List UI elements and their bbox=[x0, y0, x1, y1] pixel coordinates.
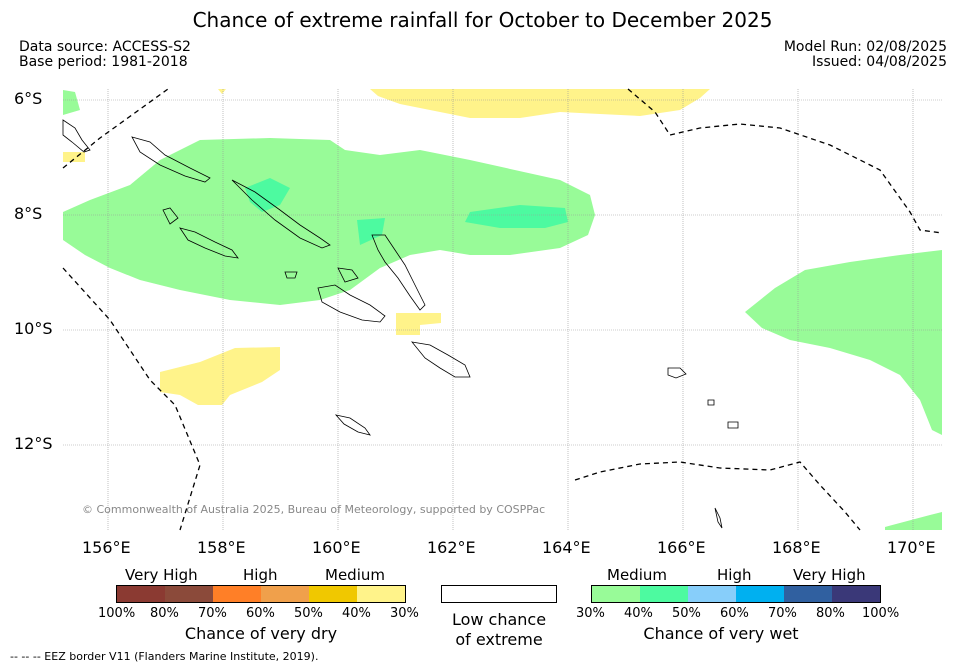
dry-swatch-1 bbox=[117, 586, 166, 602]
island-russell bbox=[284, 271, 298, 279]
island-temotu bbox=[667, 367, 687, 379]
issued-date: Issued: 04/08/2025 bbox=[812, 54, 947, 70]
dry-tick-40: 40% bbox=[342, 606, 371, 621]
model-run: Model Run: 02/08/2025 bbox=[783, 39, 947, 55]
lon-label-164e: 164°E bbox=[542, 538, 591, 557]
wet-swatch-3 bbox=[688, 586, 737, 602]
lon-label-166e: 166°E bbox=[657, 538, 706, 557]
lat-label-6s: 6°S bbox=[14, 89, 43, 108]
wet-swatch-6 bbox=[832, 586, 880, 602]
wet-medium-region-se bbox=[885, 512, 942, 530]
dry-swatch-5 bbox=[309, 586, 358, 602]
island-malaita bbox=[371, 234, 426, 311]
copyright-notice: © Commonwealth of Australia 2025, Bureau… bbox=[82, 503, 546, 516]
wet-tick-60: 60% bbox=[720, 606, 749, 621]
wet-cat-very-high: Very High bbox=[793, 566, 866, 584]
wet-tick-80: 80% bbox=[816, 606, 845, 621]
map-title: Chance of extreme rainfall for October t… bbox=[192, 8, 773, 32]
dry-tick-80: 80% bbox=[150, 606, 179, 621]
island-florida bbox=[337, 267, 359, 283]
dry-cat-medium: Medium bbox=[325, 566, 385, 584]
wet-cat-high: High bbox=[717, 566, 752, 584]
wet-swatch-1 bbox=[592, 586, 641, 602]
lat-label-8s: 8°S bbox=[14, 204, 43, 223]
wet-tick-100: 100% bbox=[862, 606, 900, 621]
eez-borders bbox=[62, 88, 943, 531]
lon-label-156e: 156°E bbox=[82, 538, 131, 557]
island-new-georgia bbox=[179, 227, 239, 259]
dry-tick-100: 100% bbox=[98, 606, 136, 621]
dry-swatch-4 bbox=[261, 586, 310, 602]
low-chance-swatch bbox=[441, 585, 557, 603]
wet-swatch-4 bbox=[736, 586, 785, 602]
island-guadalcanal bbox=[317, 284, 386, 323]
dry-tick-60: 60% bbox=[246, 606, 275, 621]
dry-medium-region-sw bbox=[160, 347, 280, 405]
base-period: Base period: 1981-2018 bbox=[19, 54, 188, 70]
dry-medium-region-north bbox=[370, 89, 710, 118]
island-north-west bbox=[62, 119, 91, 153]
dry-medium-region-w bbox=[63, 152, 85, 162]
dry-colorbar bbox=[116, 585, 406, 603]
wet-high-region-1 bbox=[465, 205, 568, 228]
dry-legend-title: Chance of very dry bbox=[184, 624, 338, 643]
wet-legend-title: Chance of very wet bbox=[643, 624, 799, 643]
lon-label-162e: 162°E bbox=[427, 538, 476, 557]
dry-swatch-6 bbox=[357, 586, 405, 602]
dry-medium-region-top bbox=[218, 89, 226, 94]
wet-medium-region-nw bbox=[63, 90, 80, 115]
dry-tick-70: 70% bbox=[198, 606, 227, 621]
dry-tick-50: 50% bbox=[294, 606, 323, 621]
wet-cat-medium: Medium bbox=[607, 566, 667, 584]
island-tikopia bbox=[707, 399, 715, 406]
lon-label-168e: 168°E bbox=[772, 538, 821, 557]
wet-high-region-3 bbox=[357, 218, 385, 245]
island-santa-isabel bbox=[162, 207, 179, 225]
low-chance-label-2: of extreme bbox=[455, 630, 543, 649]
lat-label-10s: 10°S bbox=[14, 319, 53, 338]
dry-swatch-2 bbox=[165, 586, 214, 602]
lon-label-158e: 158°E bbox=[197, 538, 246, 557]
eez-footnote: -- -- -- EEZ border V11 (Flanders Marine… bbox=[10, 650, 319, 663]
wet-colorbar bbox=[591, 585, 881, 603]
graticule bbox=[63, 89, 942, 530]
data-source-block: Data source: ACCESS-S2 Base period: 1981… bbox=[19, 40, 191, 70]
island-outlines bbox=[62, 119, 739, 529]
dry-cat-high: High bbox=[243, 566, 278, 584]
lon-label-170e: 170°E bbox=[887, 538, 936, 557]
dry-cat-very-high: Very High bbox=[125, 566, 198, 584]
island-bougainville bbox=[131, 136, 211, 183]
island-choiseul bbox=[231, 179, 331, 249]
model-run-block: Model Run: 02/08/2025 Issued: 04/08/2025 bbox=[784, 40, 947, 70]
low-chance-label-1: Low chance bbox=[451, 610, 547, 629]
island-rennell bbox=[334, 414, 371, 436]
dry-swatch-3 bbox=[213, 586, 262, 602]
wet-swatch-5 bbox=[784, 586, 833, 602]
dry-tick-30: 30% bbox=[390, 606, 419, 621]
wet-tick-30: 30% bbox=[576, 606, 605, 621]
dry-medium-region-mid bbox=[396, 313, 441, 335]
wet-tick-40: 40% bbox=[624, 606, 653, 621]
wet-medium-region-west bbox=[63, 138, 595, 305]
wet-tick-50: 50% bbox=[672, 606, 701, 621]
map-area bbox=[62, 88, 943, 531]
wet-medium-region-east bbox=[745, 250, 942, 435]
wet-tick-70: 70% bbox=[768, 606, 797, 621]
island-small-east bbox=[714, 507, 723, 529]
lat-label-12s: 12°S bbox=[14, 434, 53, 453]
lon-label-160e: 160°E bbox=[312, 538, 361, 557]
wet-swatch-2 bbox=[640, 586, 689, 602]
island-makira bbox=[411, 341, 471, 378]
data-source: Data source: ACCESS-S2 bbox=[19, 39, 191, 55]
island-vanikoro bbox=[727, 421, 739, 429]
